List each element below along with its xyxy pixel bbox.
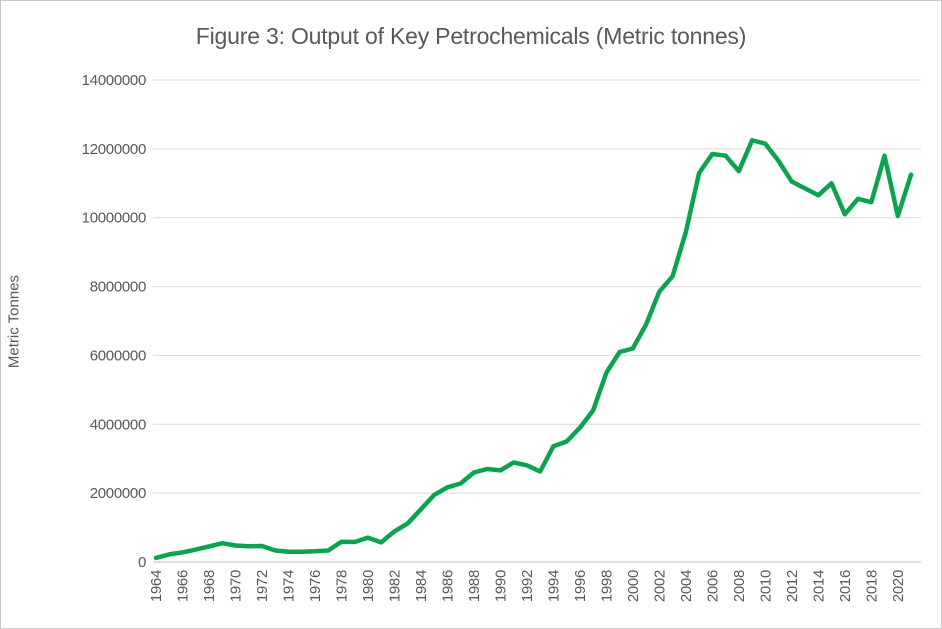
x-tick-label: 1994 xyxy=(545,570,562,602)
y-tick-label: 8000000 xyxy=(90,279,146,296)
y-tick-label: 0 xyxy=(138,554,146,571)
y-tick-label: 12000000 xyxy=(82,141,146,158)
x-tick-label: 1986 xyxy=(439,570,456,602)
x-tick-label: 1978 xyxy=(333,570,350,602)
x-tick-label: 1968 xyxy=(201,570,218,602)
chart-title: Figure 3: Output of Key Petrochemicals (… xyxy=(195,23,747,49)
x-tick-label: 1992 xyxy=(519,570,536,602)
x-tick-label: 1964 xyxy=(148,570,165,602)
x-tick-label: 2000 xyxy=(625,570,642,602)
y-tick-label: 10000000 xyxy=(82,210,146,227)
x-tick-label: 1988 xyxy=(466,570,483,602)
x-tick-label: 2016 xyxy=(837,570,854,602)
x-tick-label: 1996 xyxy=(572,570,589,602)
x-tick-label: 1990 xyxy=(492,570,509,602)
x-tick-label: 2020 xyxy=(890,570,907,602)
x-tick-label: 1980 xyxy=(360,570,377,602)
data-series-line xyxy=(153,138,914,561)
x-tick-label: 2010 xyxy=(757,570,774,602)
x-tick-label: 1974 xyxy=(280,570,297,602)
x-tick-label: 2004 xyxy=(678,570,695,602)
x-tick-label: 2018 xyxy=(863,570,880,602)
x-tick-label: 2008 xyxy=(731,570,748,602)
y-tick-label: 4000000 xyxy=(90,416,146,433)
x-tick-label: 1984 xyxy=(413,570,430,602)
x-tick-label: 2006 xyxy=(704,570,721,602)
y-tick-label: 14000000 xyxy=(82,72,146,89)
y-tick-label: 6000000 xyxy=(90,347,146,364)
x-tick-label: 1972 xyxy=(254,570,271,602)
x-tick-label: 1966 xyxy=(174,570,191,602)
x-tick-label: 2012 xyxy=(784,570,801,602)
x-tick-label: 1976 xyxy=(307,570,324,602)
x-tick-label: 1998 xyxy=(598,570,615,602)
y-tick-label: 2000000 xyxy=(90,485,146,502)
x-tick-label: 1982 xyxy=(386,570,403,602)
x-tick-label: 1970 xyxy=(227,570,244,602)
x-tick-label: 2002 xyxy=(651,570,668,602)
x-tick-label: 2014 xyxy=(810,570,827,602)
